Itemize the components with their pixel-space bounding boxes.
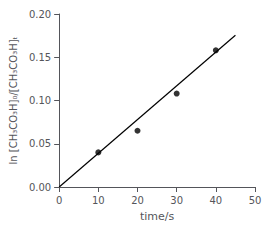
svg-text:0.20: 0.20 bbox=[29, 9, 51, 20]
svg-text:0.15: 0.15 bbox=[29, 52, 51, 63]
svg-text:0.10: 0.10 bbox=[29, 95, 51, 106]
svg-text:40: 40 bbox=[209, 195, 222, 206]
svg-text:30: 30 bbox=[170, 195, 183, 206]
svg-text:0.00: 0.00 bbox=[29, 182, 51, 193]
svg-text:20: 20 bbox=[131, 195, 144, 206]
svg-text:50: 50 bbox=[249, 195, 262, 206]
svg-text:0: 0 bbox=[56, 195, 62, 206]
svg-text:0.05: 0.05 bbox=[29, 138, 51, 149]
svg-text:ln [CH₃CO₃H]₀/[CH₃CO₃H]ₜ: ln [CH₃CO₃H]₀/[CH₃CO₃H]ₜ bbox=[8, 36, 19, 164]
svg-text:10: 10 bbox=[92, 195, 105, 206]
svg-text:time/s: time/s bbox=[140, 210, 175, 223]
